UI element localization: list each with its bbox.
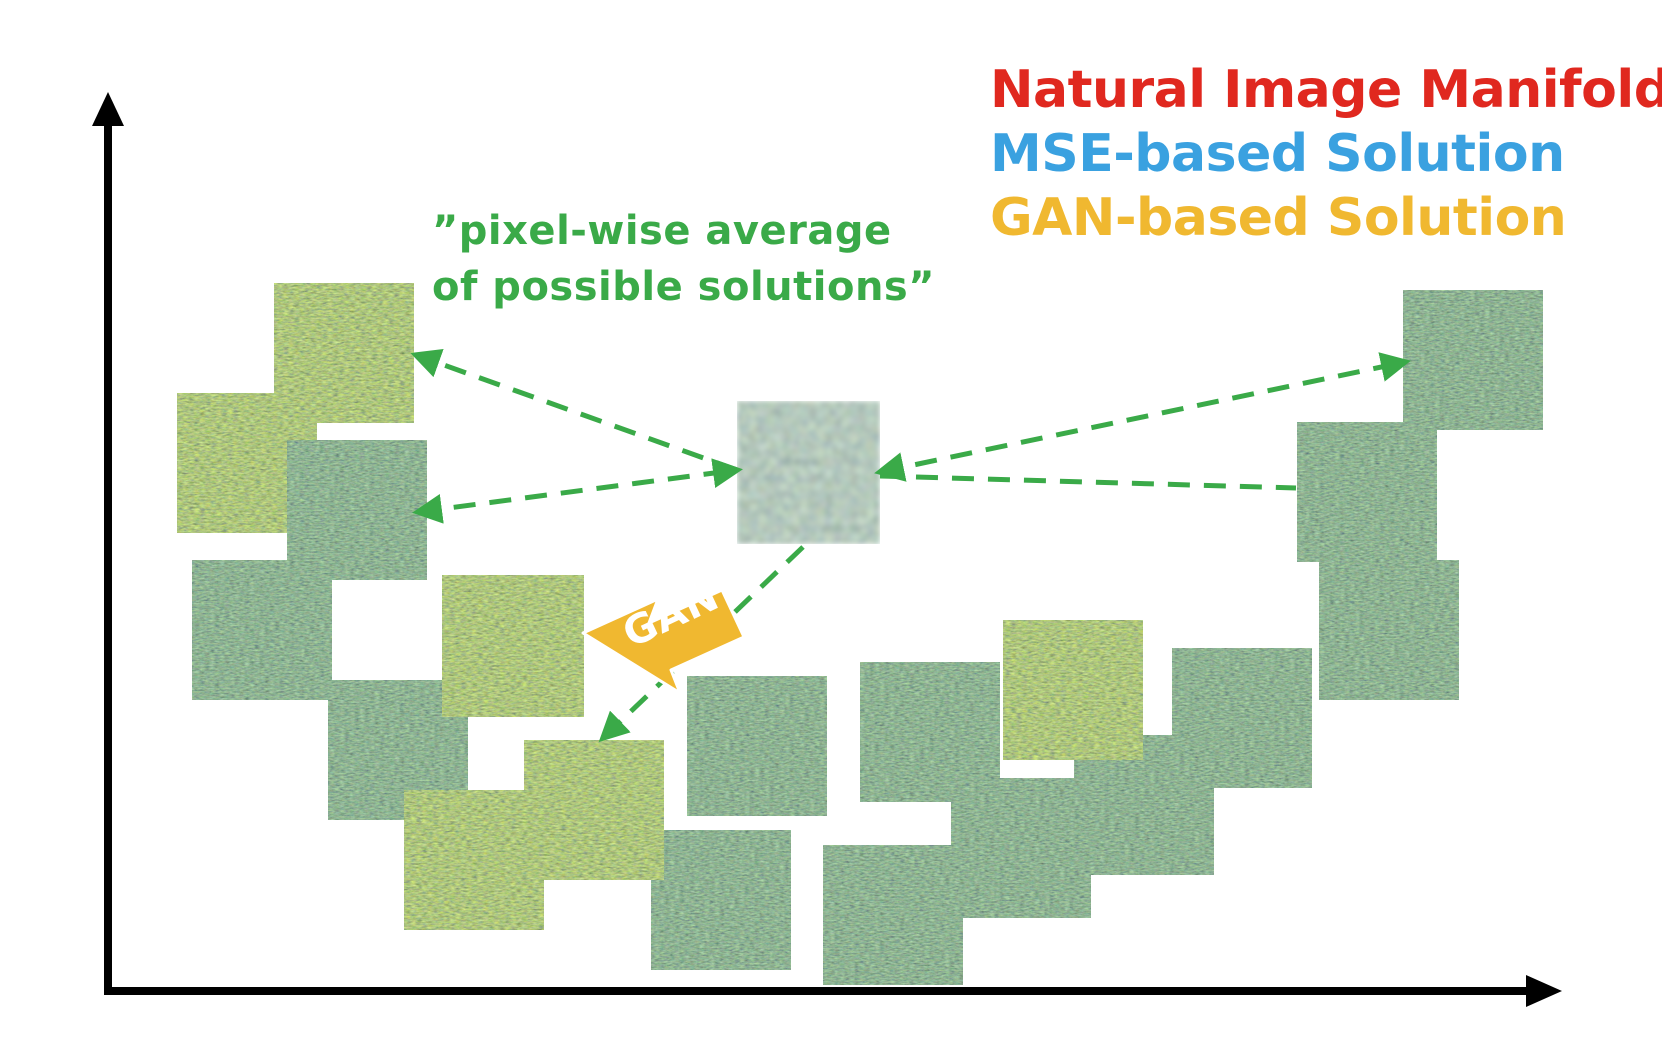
manifold-patch: [946, 773, 1096, 923]
manifold-patch: [998, 615, 1148, 765]
gan-arrow-shape: [581, 588, 746, 695]
manifold-patch: [1167, 643, 1317, 793]
legend-mse-label: MSE-based Solution: [990, 124, 1565, 184]
manifold-patch: [1292, 417, 1442, 567]
manifold-patch: [1314, 555, 1464, 705]
legend-manifold-label: Natural Image Manifold: [990, 60, 1662, 120]
manifold-patch: [682, 671, 832, 821]
dashed-arrow: [874, 352, 1411, 482]
mse-solution-patch: [732, 396, 885, 549]
annotation-line-2: of possible solutions”: [432, 264, 936, 310]
x-axis-arrowhead: [1526, 975, 1562, 1007]
manifold-patch: [818, 840, 968, 990]
manifold-patches: [172, 278, 1548, 990]
dashed-line: [879, 473, 1297, 491]
annotation-line-1: ”pixel-wise average: [432, 208, 892, 254]
y-axis-arrowhead: [92, 92, 124, 126]
manifold-patch: [519, 735, 669, 885]
axes: [92, 92, 1562, 1007]
dashed-arrow: [412, 458, 743, 524]
manifold-patch: [1398, 285, 1548, 435]
average-arrows: [410, 348, 1411, 743]
legend-gan-label: GAN-based Solution: [990, 188, 1567, 248]
dashed-arrow: [410, 348, 738, 473]
dashed-arrow: [598, 545, 805, 743]
manifold-patch: [187, 555, 337, 705]
pixel-average-annotation: ”pixel-wise average of possible solution…: [432, 203, 935, 315]
legend: Natural Image Manifold MSE-based Solutio…: [990, 58, 1662, 250]
gan-solution-patch: [437, 570, 589, 722]
manifold-patch: [646, 825, 796, 975]
